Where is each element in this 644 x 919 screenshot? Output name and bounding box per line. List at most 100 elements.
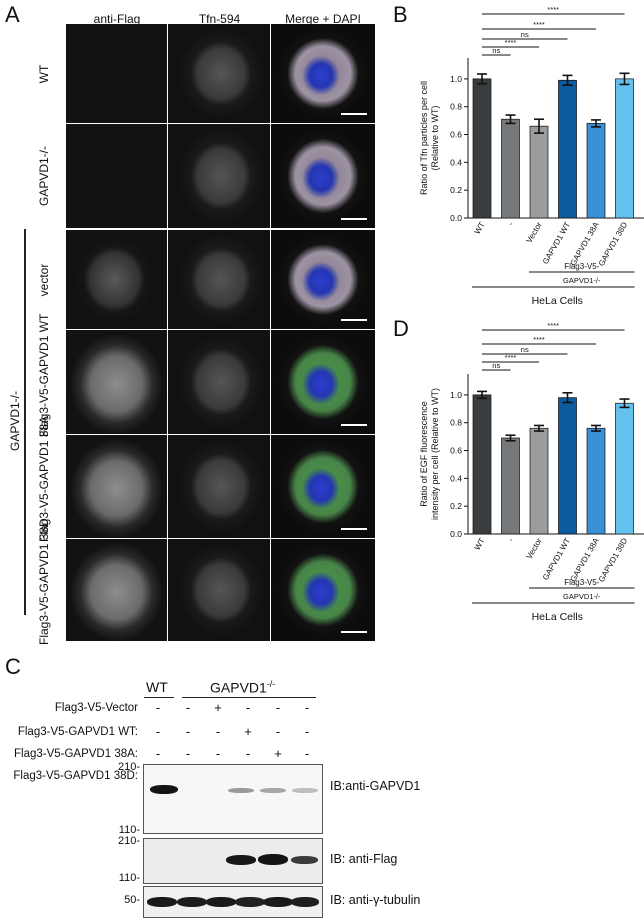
chart-d-sig-label: **** (505, 353, 517, 362)
chart-d-y-label-line1: Ratio of EGF fluorescence (419, 401, 429, 507)
micrograph-gapvd1-38d-merge (271, 539, 375, 641)
lane-sign: - (155, 724, 161, 739)
chart-b-x-tick-label: GAPVD1 38D (597, 220, 630, 267)
lane-row-label: Flag3-V5-GAPVD1 38A: (13, 748, 138, 760)
header-knockout: GAPVD1-/- (210, 679, 276, 696)
chart-d-bar (472, 394, 492, 535)
band-flag-wt (226, 855, 256, 865)
lane-row-label: Flag3-V5-GAPVD1 38D: (13, 770, 138, 782)
panel-b-letter: B (393, 2, 408, 27)
scale-bar (341, 631, 367, 633)
row-label-gapvd1-38d: Flag3-V5-GAPVD1 38D (37, 518, 51, 645)
lane-sign: - (185, 746, 191, 761)
band-flag-38d (291, 856, 318, 864)
chart-b-y-tick-label: 0.2 (450, 185, 462, 195)
scale-bar (341, 113, 367, 115)
chart-b-bar (529, 125, 549, 219)
chart-d-sig-label: ns (492, 361, 500, 370)
chart-b-sig-label: **** (547, 5, 559, 14)
mw-marker-210-b: 210- (117, 835, 140, 847)
band-tubulin-5 (263, 897, 293, 907)
scale-bar (341, 528, 367, 530)
chart-b-x-tick-label: Vector (525, 220, 544, 244)
chart-d-y-tick-label: 1.0 (450, 390, 462, 400)
micrograph-gapvd1-wt-anti-flag (66, 330, 167, 434)
lane-sign: - (245, 700, 251, 715)
chart-d-sig-label: ns (521, 345, 529, 354)
ib-label-anti-gapvd1: IB:anti-GAPVD1 (330, 779, 421, 793)
micrograph-wt-tfn (168, 24, 270, 123)
chart-b-x-tick-label: GAPVD1 38A (568, 220, 601, 267)
micrograph-gapvd1-wt-tfn (168, 330, 270, 434)
chart-d-sig-label: **** (547, 321, 559, 330)
lane-sign: - (275, 724, 281, 739)
chart-b-group-sublabel: GAPVD1-/- (563, 276, 601, 285)
band-tubulin-6 (291, 897, 319, 907)
ib-label-anti-tubulin: IB: anti-γ-tubulin (330, 893, 421, 907)
chart-d-x-tick-label: - (506, 536, 515, 543)
lane-sign: + (214, 700, 222, 715)
chart-d-bar (558, 397, 577, 535)
chart-b-y-tick-label: 0.8 (450, 102, 462, 112)
scale-bar (341, 319, 367, 321)
chart-b-sig-label: **** (533, 20, 545, 29)
lane-row-label: Flag3-V5-Vector (54, 702, 138, 714)
band-gapvd1-wt (150, 785, 178, 794)
chart-d-x-tick-label: GAPVD1 WT (541, 536, 572, 581)
lane-row-label: Flag3-V5-GAPVD1 WT: (17, 726, 138, 738)
band-tubulin-2 (177, 897, 207, 907)
micrograph-wt-merge (271, 24, 375, 123)
micrograph-vector-anti-flag (66, 230, 167, 329)
lane-sign: - (304, 700, 310, 715)
lane-sign: - (304, 724, 310, 739)
chart-b-x-tick-label: WT (473, 220, 487, 235)
chart-b-y-tick-label: 0.0 (450, 213, 462, 223)
col-header-tfn-594: Tfn-594 (198, 12, 241, 26)
lane-sign: + (274, 746, 282, 761)
chart-b-bar (586, 123, 606, 219)
chart-b-sig-label: ns (521, 30, 529, 39)
chart-b-sig-label: ns (492, 46, 500, 55)
band-flag-38a (258, 854, 288, 865)
micrograph-knockout-tfn (168, 124, 270, 228)
chart-b-x-tick-label: GAPVD1 WT (541, 220, 572, 265)
chart-d-sig-label: **** (533, 335, 545, 344)
chart-d-bar (586, 427, 606, 535)
chart-b-sig-label: **** (505, 38, 517, 47)
band-gapvd1-38d (292, 788, 318, 793)
micrograph-gapvd1-38a-merge (271, 435, 375, 538)
chart-b-y-tick-label: 0.4 (450, 157, 462, 167)
mw-marker-210-a: 210- (117, 761, 140, 773)
chart-b-bar (501, 118, 520, 219)
chart-d-x-tick-label: GAPVD1 38A (568, 536, 601, 583)
col-header-anti-flag: anti-Flag (93, 12, 141, 26)
chart-b-y-label-line2: (Relative to WT) (430, 105, 440, 170)
chart-b: 0.0 0.2 0.4 0.6 0.8 1.0 Ratio of Tfn particles… (419, 5, 644, 307)
micrograph-knockout-merge (271, 124, 375, 228)
panel-c-letter: C (5, 654, 21, 679)
chart-d-group-label: Flag3-V5- (564, 578, 599, 587)
knockout-group-bracket (24, 229, 26, 615)
chart-d: 0.0 0.2 0.4 0.6 0.8 1.0 Ratio of EGF fluoresce… (419, 321, 644, 623)
lane-sign: - (185, 724, 191, 739)
lane-sign: - (245, 746, 251, 761)
mw-marker-50: 50- (124, 894, 140, 906)
chart-d-bar (501, 437, 520, 535)
chart-d-y-tick-label: 0.0 (450, 529, 462, 539)
header-knockout-line (182, 697, 316, 698)
chart-d-y-tick-label: 0.6 (450, 446, 462, 456)
chart-b-footer: HeLa Cells (532, 295, 583, 307)
chart-d-y-label-line2: intensity per cell (Relative to WT) (430, 388, 440, 520)
chart-b-group-label: Flag3-V5- (564, 262, 599, 271)
chart-b-x-tick-label: - (506, 220, 515, 227)
chart-b-bar (472, 78, 492, 219)
lane-sign: - (185, 700, 191, 715)
lane-sign: - (215, 724, 221, 739)
micrograph-gapvd1-wt-merge (271, 330, 375, 434)
chart-b-y-label-line1: Ratio of Tfn particles per cell (419, 81, 429, 195)
band-tubulin-1 (147, 897, 177, 907)
micrograph-gapvd1-38d-tfn (168, 539, 270, 641)
micrograph-vector-tfn (168, 230, 270, 329)
mw-marker-110-a: 110- (118, 824, 140, 836)
micrograph-gapvd1-38a-anti-flag (66, 435, 167, 538)
